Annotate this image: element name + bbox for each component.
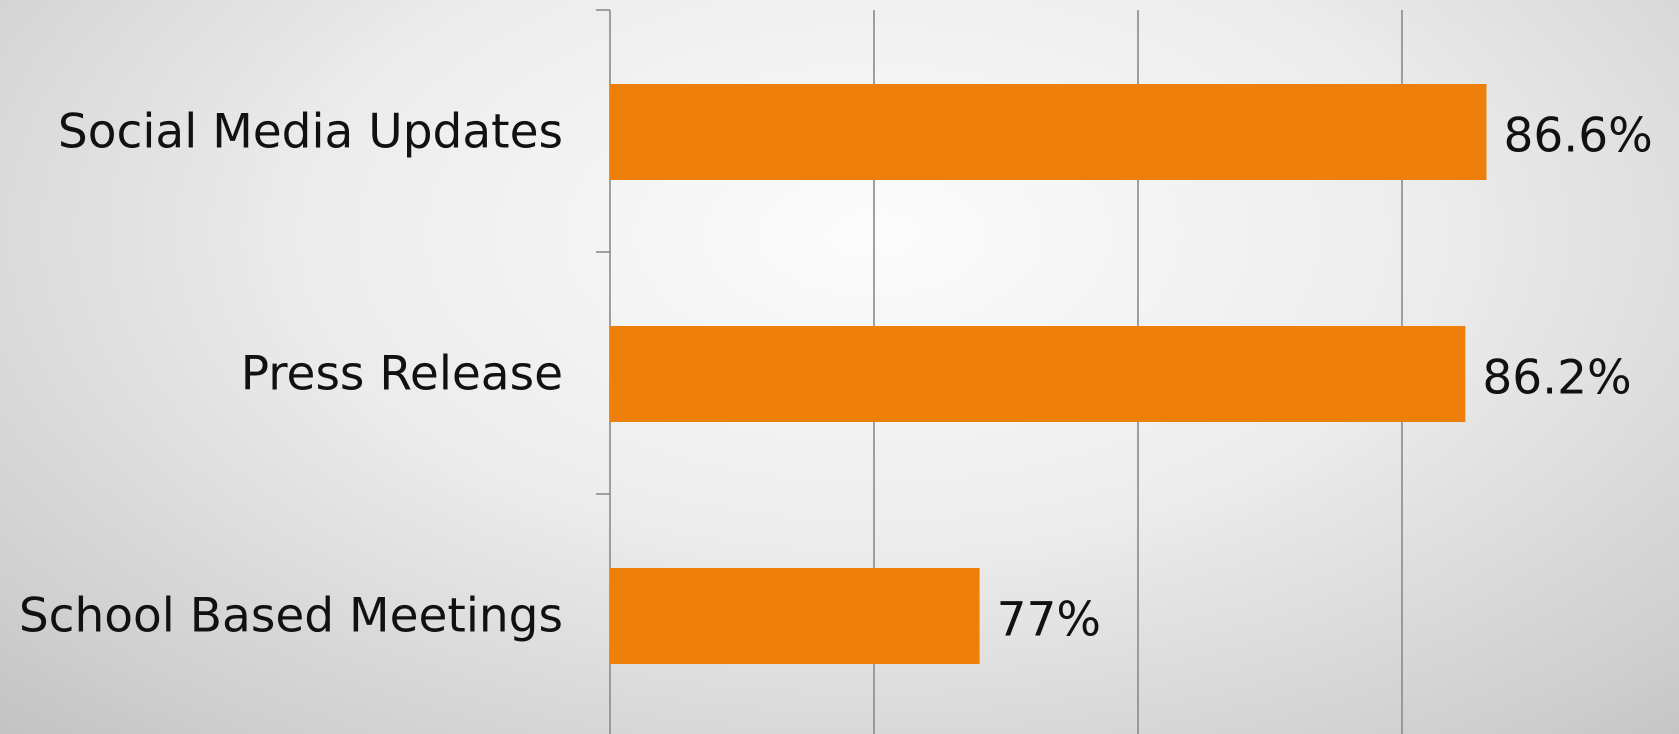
category-label: Social Media Updates	[58, 105, 563, 160]
category-label: School Based Meetings	[19, 589, 563, 644]
bar	[610, 568, 980, 664]
bar	[610, 84, 1487, 180]
label-layer: Social Media Updates 86.6% Press Release 86…	[19, 105, 1653, 648]
bar	[610, 326, 1466, 422]
data-label: 86.6%	[1503, 109, 1652, 164]
data-label: 86.2%	[1482, 351, 1631, 406]
bar-layer	[610, 84, 1487, 664]
data-label: 77%	[997, 593, 1101, 648]
category-label: Press Release	[241, 347, 563, 402]
